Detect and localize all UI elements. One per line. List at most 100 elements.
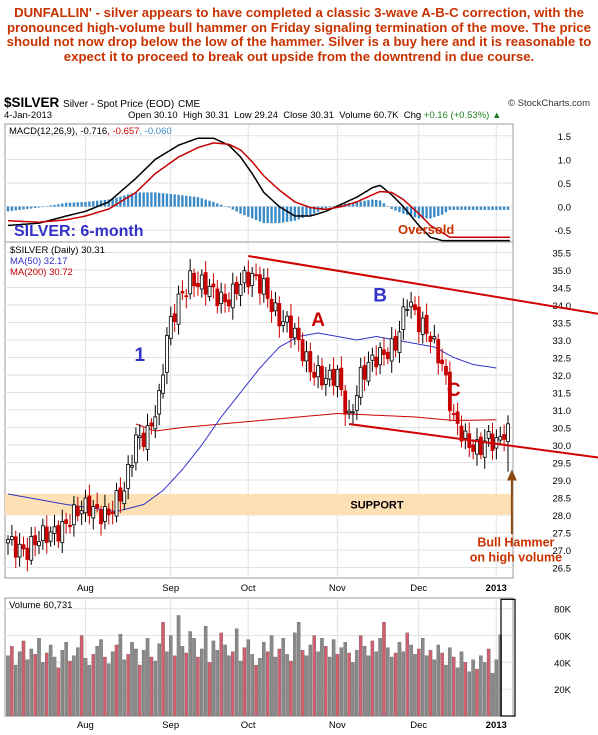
volume-bar — [76, 647, 80, 717]
candle-body — [358, 366, 363, 398]
volume-bar — [114, 644, 119, 717]
macd-histogram-bar — [258, 206, 262, 222]
candle-body — [149, 422, 154, 427]
candle-body — [269, 298, 274, 312]
candle-body — [258, 274, 262, 294]
macd-histogram-bar — [72, 202, 76, 207]
macd-tick-label: 0.0 — [558, 203, 571, 214]
volume-bar — [296, 621, 301, 717]
candle-body — [242, 270, 247, 284]
price-tick-label: 27.5 — [553, 529, 572, 540]
volume-bar — [467, 671, 471, 717]
macd-histogram-bar — [433, 206, 436, 218]
candle-body — [389, 338, 394, 362]
volume-bar — [169, 635, 173, 717]
hammer-arrow-head — [506, 469, 517, 481]
price-legend-ma200: MA(200) 30.72 — [10, 267, 73, 278]
macd-tick-label: 1.5 — [558, 132, 571, 143]
wave-label-b: B — [373, 286, 387, 307]
macd-histogram-bar — [204, 199, 207, 207]
macd-histogram-bar — [305, 206, 308, 217]
macd-histogram-bar — [146, 192, 149, 207]
volume-bar — [482, 662, 487, 717]
volume-bar — [234, 628, 239, 717]
macd-histogram-bar — [33, 206, 37, 209]
candle-body — [444, 366, 448, 376]
price-tick-label: 26.5 — [553, 564, 572, 575]
volume-x-label: Nov — [329, 720, 346, 731]
candle-body — [502, 434, 507, 440]
volume-bar — [486, 648, 491, 717]
candle-body — [471, 444, 476, 452]
macd-histogram-bar — [192, 196, 196, 207]
candle-body — [122, 490, 127, 505]
candle-body — [64, 519, 69, 524]
volume-bar — [471, 659, 475, 717]
price-tick-label: 33.0 — [553, 336, 572, 347]
macd-histogram-bar — [165, 193, 169, 207]
volume-bar — [397, 642, 402, 717]
volume-bar — [246, 639, 251, 717]
macd-histogram-bar — [386, 206, 390, 207]
price-tick-label: 29.0 — [553, 476, 572, 487]
candle-body — [219, 291, 224, 305]
oversold-label: Oversold — [398, 222, 454, 237]
volume-bar — [300, 650, 305, 717]
macd-histogram-bar — [157, 192, 161, 207]
volume-bar — [417, 648, 421, 717]
macd-histogram-bar — [130, 193, 134, 207]
candle-body — [21, 544, 26, 550]
candle-body — [339, 367, 344, 391]
macd-histogram-bar — [173, 194, 176, 207]
candle-body — [165, 335, 169, 373]
volume-bar — [196, 656, 200, 717]
volume-bar — [401, 651, 406, 717]
volume-bar — [165, 651, 169, 717]
candle-body — [102, 506, 107, 522]
macd-signal-line — [8, 142, 510, 239]
hammer-label-line: on high volume — [470, 550, 562, 564]
candle-body — [424, 314, 429, 334]
quote-low: Low 29.24 — [234, 110, 279, 121]
volume-bar — [370, 640, 375, 717]
candle-body — [118, 487, 123, 502]
macd-histogram-bar — [313, 206, 316, 214]
macd-histogram-bar — [188, 196, 192, 207]
macd-histogram-bar — [53, 204, 56, 207]
quote-line: 4-Jan-2013 Open 30.10 High 30.31 Low 29.… — [4, 110, 501, 121]
candle-body — [362, 365, 367, 380]
candle-body — [343, 390, 348, 415]
volume-x-label: Dec — [410, 720, 427, 731]
macd-histogram-bar — [254, 206, 258, 220]
hammer-volume-highlight — [500, 598, 516, 717]
macd-histogram-bar — [30, 206, 33, 209]
macd-histogram-bar — [76, 202, 79, 207]
macd-histogram-bar — [378, 200, 382, 207]
macd-histogram-bar — [382, 203, 386, 207]
candle-body — [498, 436, 503, 441]
candle-body — [281, 321, 286, 326]
candle-body — [114, 490, 119, 517]
candle-body — [254, 274, 258, 277]
volume-bar — [48, 644, 53, 717]
candle-body — [234, 281, 239, 295]
volume-bar — [424, 655, 429, 717]
macd-histogram-bar — [460, 206, 463, 210]
up-arrow-icon: ▲ — [491, 110, 502, 121]
macd-histogram-bar — [394, 206, 397, 211]
price-tick-label: 28.0 — [553, 511, 572, 522]
macd-histogram-bar — [437, 206, 440, 216]
macd-histogram-bar — [309, 206, 312, 216]
price-tick-label: 35.5 — [553, 249, 572, 260]
volume-bar — [91, 654, 96, 717]
candle-body — [393, 335, 398, 351]
volume-legend: Volume 60,731 — [9, 600, 72, 611]
macd-histogram-bar — [107, 199, 110, 207]
candle-body — [463, 430, 468, 439]
volume-bar — [258, 658, 262, 717]
volume-bar — [316, 651, 320, 717]
macd-histogram-bar — [367, 200, 370, 207]
price-tick-label: 27.0 — [553, 546, 572, 557]
volume-bar — [448, 647, 452, 717]
volume-bar — [242, 647, 247, 717]
